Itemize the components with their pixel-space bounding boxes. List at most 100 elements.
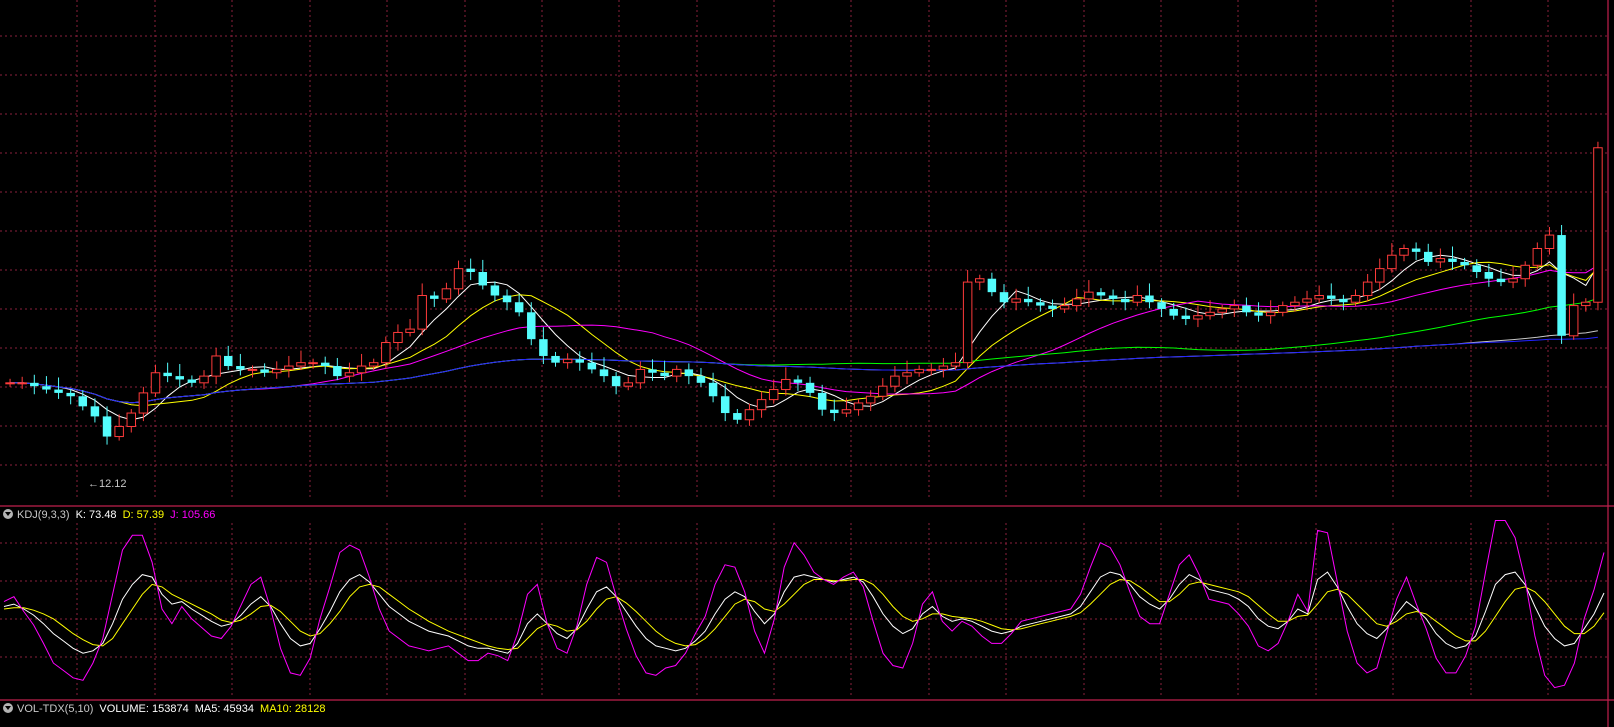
candle-body: [1460, 261, 1469, 266]
candle-body: [1520, 264, 1530, 280]
vol-ma10-value: MA10: 28128: [260, 703, 326, 715]
candle-body: [539, 339, 548, 356]
candle-body: [1096, 292, 1106, 296]
low-price-value: 12.12: [99, 478, 127, 490]
candle-body: [296, 362, 306, 367]
candle-body: [478, 272, 488, 286]
candle-body: [1314, 295, 1324, 300]
candle-body: [587, 362, 597, 370]
vol-header: VOL-TDX(5,10) VOLUME: 153874 MA5: 45934 MA1…: [0, 701, 1614, 717]
candle-body: [1169, 308, 1178, 316]
candle-body: [490, 285, 500, 296]
ma5-line: [10, 254, 1599, 421]
ma250-line: [10, 336, 1598, 404]
candle-body: [635, 368, 646, 384]
candle-body: [733, 413, 742, 420]
chart-grid: [0, 0, 1608, 695]
candle-body: [830, 409, 839, 414]
candle-body: [30, 382, 39, 387]
candle-body: [1229, 305, 1240, 310]
kdj-header: KDJ(9,3,3) K: 73.48 D: 57.39 J: 105.66: [0, 507, 1614, 523]
candle-body: [1557, 235, 1566, 336]
candle-body: [78, 396, 88, 407]
candle-body: [284, 365, 294, 370]
chevron-down-icon[interactable]: [3, 703, 13, 713]
candle-body: [211, 355, 221, 377]
chevron-down-icon[interactable]: [3, 509, 13, 519]
candle-body: [466, 268, 475, 273]
candle-body: [1544, 234, 1555, 249]
candle-body: [247, 368, 258, 371]
candle-body: [1048, 305, 1057, 309]
kdj-d-value: D: 57.39: [122, 509, 165, 521]
candle-body: [1242, 305, 1251, 313]
moving-average-lines: [10, 254, 1599, 421]
vol-name: VOL-TDX(5,10): [17, 703, 94, 715]
candle-body: [1036, 302, 1045, 306]
candle-body: [163, 372, 172, 377]
kdj-j-value: J: 105.66: [170, 509, 216, 521]
candle-body: [1327, 295, 1336, 299]
candle-body: [987, 278, 997, 293]
candle-body: [768, 389, 779, 401]
candle-body: [224, 355, 233, 367]
candle-body: [114, 425, 124, 438]
candle-body: [236, 366, 245, 370]
candle-body: [150, 372, 161, 394]
low-price-marker: ←12.12: [88, 478, 127, 490]
candle-body: [890, 375, 900, 387]
candle-body: [271, 368, 282, 374]
candle-body: [938, 365, 949, 370]
candle-body: [527, 312, 536, 340]
candle-body: [902, 372, 912, 377]
candle-body: [405, 328, 415, 333]
candle-body: [502, 295, 512, 303]
kdj-name: KDJ(9,3,3): [17, 509, 70, 521]
candle-body: [1108, 295, 1118, 299]
candle-body: [17, 382, 27, 385]
candle-body: [1484, 272, 1494, 279]
candle-body: [744, 409, 755, 421]
candle-body: [805, 382, 815, 393]
candlesticks: [5, 141, 1603, 445]
candle-body: [381, 342, 391, 364]
candle-body: [417, 295, 427, 330]
candle-body: [1362, 281, 1373, 297]
candle-body: [562, 358, 573, 364]
candle-body: [599, 369, 609, 377]
candle-body: [1411, 248, 1421, 252]
candle-body: [1205, 311, 1215, 317]
candle-body: [926, 368, 937, 371]
vol-ma5-value: MA5: 45934: [194, 703, 255, 715]
ma60-line: [10, 297, 1599, 404]
candle-body: [865, 395, 876, 404]
candle-body: [1011, 298, 1021, 303]
candle-body: [356, 365, 367, 374]
candle-body: [551, 355, 560, 363]
candle-body: [817, 392, 827, 410]
low-price-arrow: ←: [88, 478, 99, 490]
candle-body: [1157, 302, 1166, 309]
candle-body: [453, 268, 464, 290]
candle-body: [1181, 315, 1191, 320]
candle-body: [781, 378, 791, 391]
candle-body: [720, 396, 730, 414]
candle-body: [962, 281, 973, 364]
candle-body: [1593, 147, 1603, 303]
candle-body: [914, 368, 924, 374]
candle-body: [696, 376, 706, 383]
candle-body: [1339, 298, 1348, 303]
candle-body: [575, 359, 584, 363]
candle-body: [138, 392, 149, 414]
candle-body: [1581, 301, 1591, 307]
candle-body: [1217, 308, 1227, 313]
candle-body: [999, 292, 1009, 303]
candle-body: [514, 302, 524, 313]
candle-body: [54, 389, 63, 393]
candle-body: [1375, 268, 1385, 283]
candle-body: [308, 362, 318, 365]
candle-body: [1145, 295, 1154, 303]
candle-body: [1120, 298, 1130, 303]
candle-body: [126, 412, 137, 427]
